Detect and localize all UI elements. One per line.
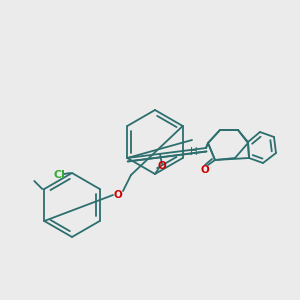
Text: O: O [201, 165, 209, 175]
Text: O: O [158, 161, 166, 171]
Text: H: H [190, 147, 198, 157]
Text: O: O [114, 190, 122, 200]
Text: Cl: Cl [53, 170, 65, 180]
